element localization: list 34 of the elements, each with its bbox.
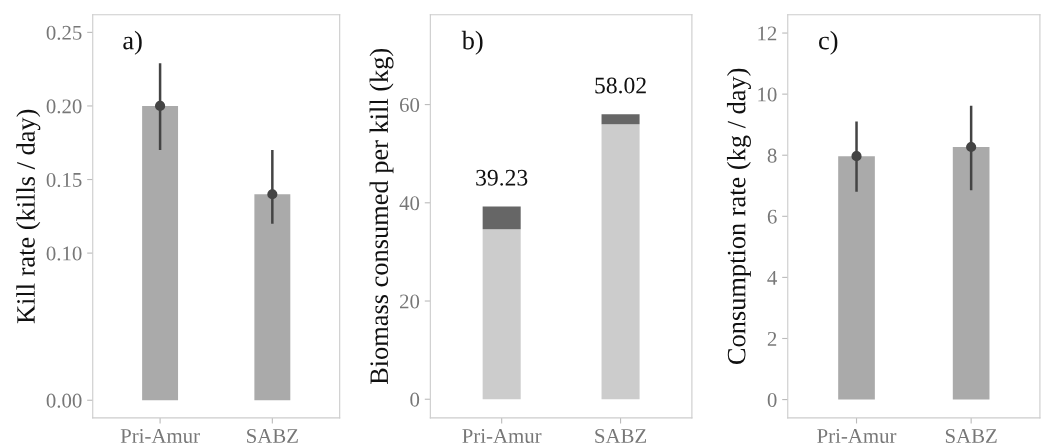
y-tick-label: 60 (399, 97, 420, 113)
annotation: b) (461, 30, 483, 55)
y-tick-label: 6 (767, 209, 777, 224)
y-tick-label: 4 (767, 270, 778, 285)
y-tick-label: 0.00 (46, 393, 82, 408)
y-axis-title: Consumption rate (kg / day) (726, 68, 751, 365)
y-tick-label: 10 (758, 87, 777, 102)
x-tick-label: SABZ (595, 428, 647, 443)
total-label: 58.02 (595, 77, 646, 94)
y-tick-label: 0.15 (46, 172, 82, 188)
y-tick-label: 0.10 (46, 246, 82, 261)
y-tick-label: 8 (767, 148, 777, 163)
y-tick-label: 0 (410, 392, 420, 407)
y-axis-title: Kill rate (kills / day) (16, 109, 41, 324)
y-tick-label: 0.25 (46, 25, 82, 40)
bar (482, 206, 521, 230)
y-tick-label: 12 (758, 26, 777, 41)
total-label: 39.23 (476, 169, 528, 186)
y-tick-label: 20 (400, 294, 420, 309)
annotation: c) (819, 30, 838, 55)
annotation: a) (123, 30, 142, 55)
y-tick-label: 2 (767, 331, 777, 346)
x-tick-label: Pri-Amur (120, 428, 200, 443)
x-tick-label: SABZ (945, 428, 997, 443)
bar (601, 114, 640, 125)
x-tick-label: SABZ (247, 428, 298, 443)
y-tick-label: 40 (399, 196, 420, 211)
y-tick-label: 0 (767, 392, 777, 408)
y-tick-label: 0.20 (46, 99, 82, 114)
bar (601, 124, 640, 400)
x-tick-label: Pri-Amur (817, 428, 897, 443)
x-tick-label: Pri-Amur (462, 428, 542, 443)
bar (482, 229, 521, 400)
y-axis-title: Biomass consumed per kill (kg) (369, 48, 394, 385)
